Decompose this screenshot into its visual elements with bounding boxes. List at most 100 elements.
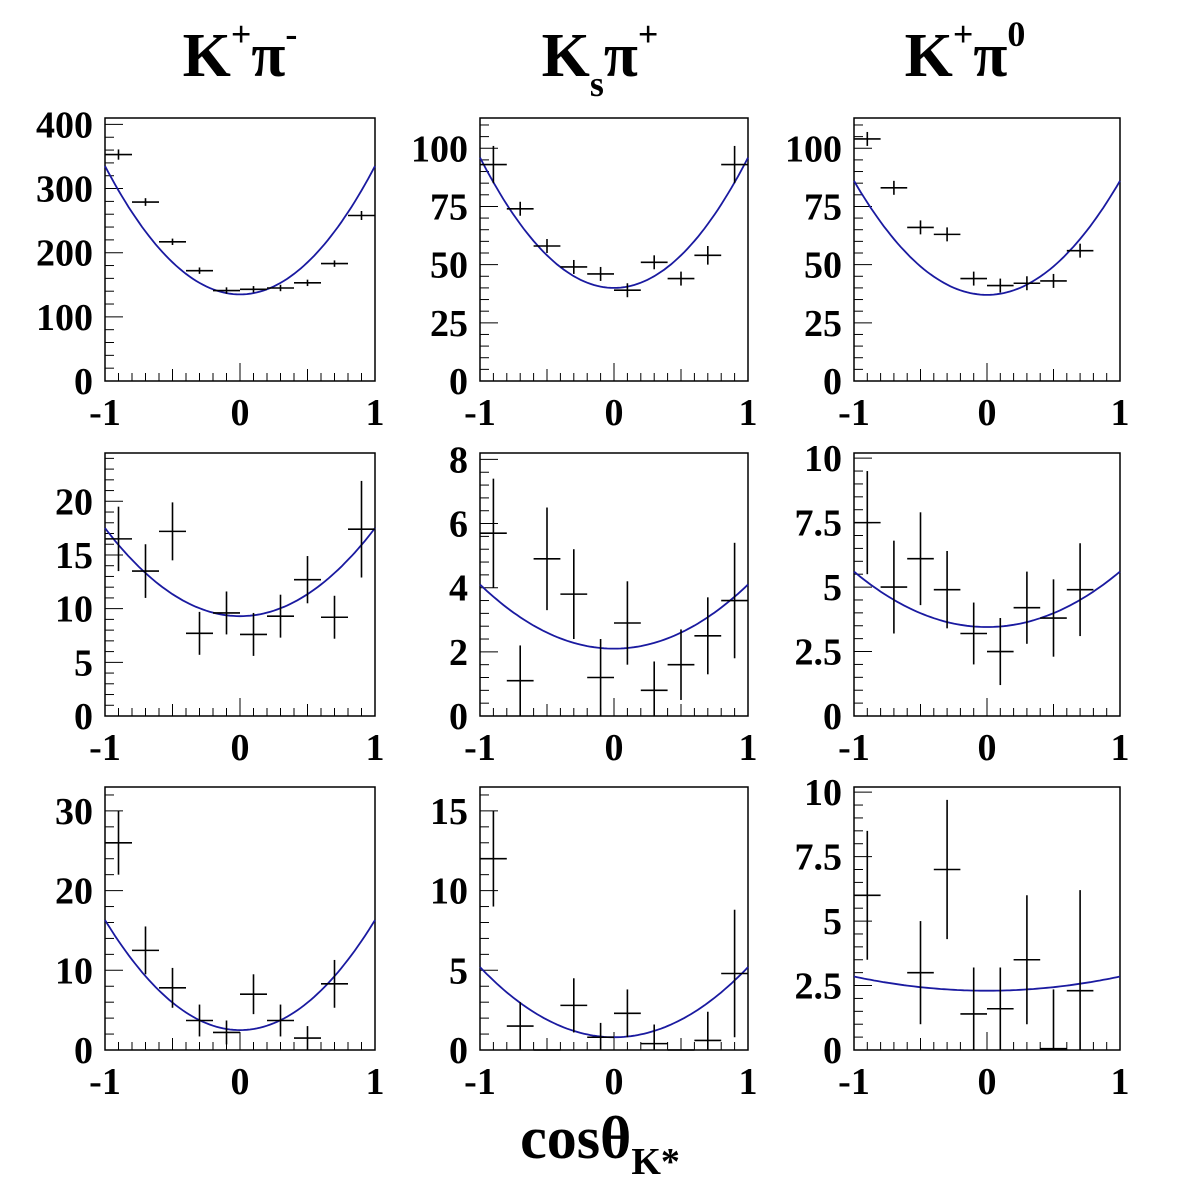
y-tick-label: 15 xyxy=(55,535,93,577)
x-tick-label: 0 xyxy=(978,727,997,769)
data-point xyxy=(159,967,186,1008)
data-point xyxy=(186,1004,213,1037)
y-tick-label: 6 xyxy=(449,504,468,546)
fit-curve xyxy=(853,570,1121,628)
x-tick-label: -1 xyxy=(838,727,870,769)
fit-curve xyxy=(853,180,1121,296)
data-point xyxy=(694,597,722,675)
y-tick-label: 5 xyxy=(74,642,93,684)
fit-curve xyxy=(479,583,749,650)
data-point xyxy=(880,180,908,195)
data-point xyxy=(533,239,561,253)
y-tick-label: 30 xyxy=(55,791,93,833)
data-point xyxy=(587,266,614,281)
data-point xyxy=(960,271,987,286)
data-point xyxy=(721,145,748,184)
data-point xyxy=(213,591,240,635)
data-point xyxy=(854,830,881,960)
data-point xyxy=(267,284,294,292)
y-tick-label: 10 xyxy=(804,438,842,480)
data-point xyxy=(213,1020,240,1045)
data-point xyxy=(186,267,213,274)
data-point xyxy=(640,1024,668,1050)
data-point xyxy=(348,480,375,578)
data-point xyxy=(321,260,348,267)
y-tick-label: 10 xyxy=(55,950,93,992)
y-tick-label: 0 xyxy=(823,361,842,403)
data-point xyxy=(933,799,961,940)
column-title-2: K+π0 xyxy=(905,14,1026,90)
data-point xyxy=(1066,543,1094,637)
y-tick-label: 7.5 xyxy=(795,503,843,545)
x-tick-label: 0 xyxy=(231,727,250,769)
x-tick-label: 1 xyxy=(1111,392,1130,434)
column-title-1: Ksπ+ xyxy=(542,14,659,104)
data-point xyxy=(159,238,186,246)
data-point xyxy=(587,639,614,716)
data-point xyxy=(186,611,213,655)
x-tick-label: -1 xyxy=(89,1061,121,1103)
data-point xyxy=(933,550,961,629)
y-tick-label: 0 xyxy=(449,1030,468,1072)
data-point xyxy=(854,471,881,575)
data-point xyxy=(560,978,588,1033)
data-point xyxy=(907,921,934,1025)
data-point xyxy=(987,618,1014,686)
data-point xyxy=(987,967,1014,1050)
data-point xyxy=(533,507,561,611)
data-point xyxy=(1066,890,1094,1050)
y-tick-label: 25 xyxy=(430,303,468,345)
data-point xyxy=(880,540,908,634)
fit-curve xyxy=(104,919,376,1032)
data-point xyxy=(667,271,695,286)
x-tick-label: -1 xyxy=(89,392,121,434)
y-tick-label: 5 xyxy=(823,567,842,609)
data-point xyxy=(105,506,132,572)
data-point xyxy=(1040,989,1067,1050)
x-tick-label: 1 xyxy=(739,392,758,434)
data-point xyxy=(294,279,321,287)
data-point xyxy=(1013,895,1041,1025)
data-point xyxy=(506,645,534,716)
data-point xyxy=(933,227,961,242)
x-tick-label: 1 xyxy=(1111,727,1130,769)
x-tick-label: 1 xyxy=(366,727,385,769)
data-point xyxy=(721,542,748,659)
x-tick-label: 0 xyxy=(978,392,997,434)
x-tick-label: -1 xyxy=(464,727,496,769)
y-tick-label: 2.5 xyxy=(795,632,843,674)
data-point xyxy=(640,661,668,716)
data-point xyxy=(1040,273,1067,288)
y-tick-label: 2.5 xyxy=(795,966,843,1008)
data-point xyxy=(105,149,132,160)
y-tick-label: 0 xyxy=(74,361,93,403)
y-tick-label: 0 xyxy=(449,696,468,738)
y-tick-label: 75 xyxy=(430,186,468,228)
data-point xyxy=(1066,243,1094,258)
data-point xyxy=(294,1026,321,1050)
y-tick-label: 200 xyxy=(36,233,93,275)
panel-5: 02.557.510-1 0 1 xyxy=(795,438,1130,769)
y-tick-label: 20 xyxy=(55,481,93,523)
y-tick-label: 4 xyxy=(449,568,468,610)
x-tick-label: 1 xyxy=(366,392,385,434)
y-tick-label: 300 xyxy=(36,169,93,211)
y-tick-label: 20 xyxy=(55,871,93,913)
data-point xyxy=(321,595,348,639)
data-point xyxy=(105,810,132,875)
data-point xyxy=(960,602,987,665)
fit-curve xyxy=(104,527,376,618)
data-point xyxy=(321,959,348,1008)
x-tick-label: -1 xyxy=(89,727,121,769)
data-point xyxy=(560,549,588,640)
data-point xyxy=(213,287,240,294)
x-tick-label: 1 xyxy=(739,727,758,769)
